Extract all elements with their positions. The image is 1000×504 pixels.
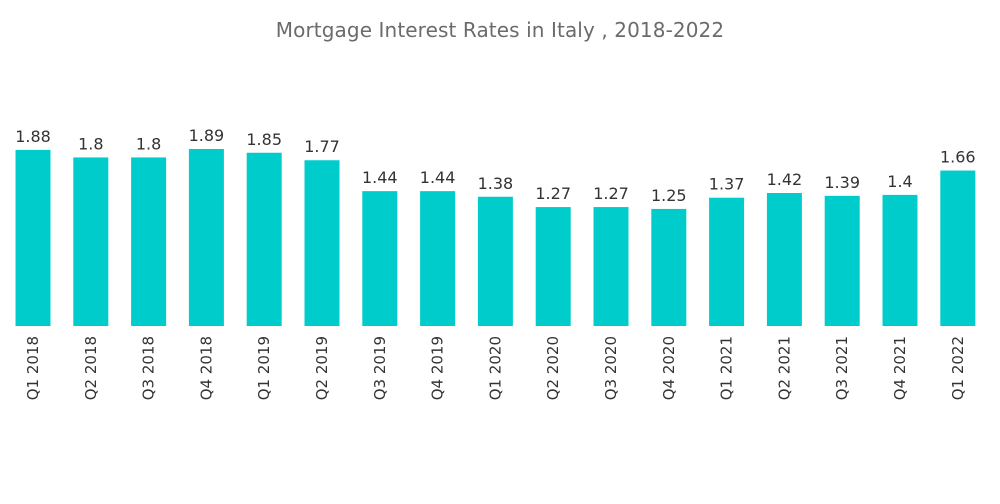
value-labels-group: 1.88 1.8 1.8 1.89 1.85 1.77 1.44 1.44 1.38 1.27 1.… <box>15 126 975 205</box>
x-tick-label: Q1 2018 <box>24 336 42 400</box>
x-tick-label: Q2 2018 <box>82 336 100 400</box>
data-label: 1.88 <box>15 127 51 146</box>
bar-q4-2018 <box>188 149 224 326</box>
data-label: 1.42 <box>767 170 803 189</box>
x-tick-label: Q1 2021 <box>718 336 736 400</box>
data-label: 1.39 <box>824 173 860 192</box>
x-tick-label: Q4 2018 <box>197 336 215 400</box>
x-tick-label: Q4 2020 <box>660 336 678 400</box>
bar-q3-2020 <box>593 207 629 326</box>
data-label: 1.27 <box>535 184 571 203</box>
x-tick-label: Q1 2019 <box>255 336 273 400</box>
x-tick-label: Q4 2021 <box>891 336 909 400</box>
data-label: 1.27 <box>593 184 629 203</box>
bar-q3-2021 <box>824 195 860 326</box>
data-label: 1.85 <box>246 130 282 149</box>
data-label: 1.8 <box>136 134 161 153</box>
bar-q2-2021 <box>766 193 802 326</box>
bar-q4-2021 <box>882 194 918 326</box>
data-label: 1.8 <box>78 134 103 153</box>
x-tick-label: Q2 2020 <box>544 336 562 400</box>
bar-q1-2021 <box>709 197 745 326</box>
data-label: 1.66 <box>940 148 976 167</box>
bar-q2-2020 <box>535 207 571 326</box>
x-tick-label: Q3 2021 <box>833 336 851 400</box>
data-label: 1.77 <box>304 137 340 156</box>
bar-q3-2018 <box>131 157 167 326</box>
bar-q1-2018 <box>15 149 51 326</box>
x-tick-label: Q1 2020 <box>486 336 504 400</box>
data-label: 1.37 <box>709 175 745 194</box>
x-tick-label: Q3 2019 <box>371 336 389 400</box>
x-tick-label: Q2 2021 <box>775 336 793 400</box>
bar-q2-2019 <box>304 160 340 326</box>
x-tick-label: Q2 2019 <box>313 336 331 400</box>
bar-q1-2022 <box>940 170 976 326</box>
data-label: 1.25 <box>651 186 687 205</box>
bar-q2-2018 <box>73 157 109 326</box>
data-label: 1.38 <box>478 174 514 193</box>
data-label: 1.44 <box>362 168 398 187</box>
x-axis-tick-labels: Q1 2018 Q2 2018 Q3 2018 Q4 2018 Q1 2019 Q2 20… <box>24 336 967 400</box>
data-label: 1.44 <box>420 168 456 187</box>
data-label: 1.4 <box>887 172 912 191</box>
bar-q1-2019 <box>246 152 282 326</box>
bar-q4-2020 <box>651 208 687 326</box>
bar-q4-2019 <box>420 191 456 326</box>
x-tick-label: Q3 2020 <box>602 336 620 400</box>
data-label: 1.89 <box>189 126 225 145</box>
bar-q3-2019 <box>362 191 398 326</box>
chart-title: Mortgage Interest Rates in Italy , 2018-… <box>275 18 725 42</box>
x-tick-label: Q4 2019 <box>429 336 447 400</box>
bars-group <box>15 149 976 326</box>
bar-q1-2020 <box>477 196 513 326</box>
x-tick-label: Q1 2022 <box>949 336 967 400</box>
x-tick-label: Q3 2018 <box>140 336 158 400</box>
